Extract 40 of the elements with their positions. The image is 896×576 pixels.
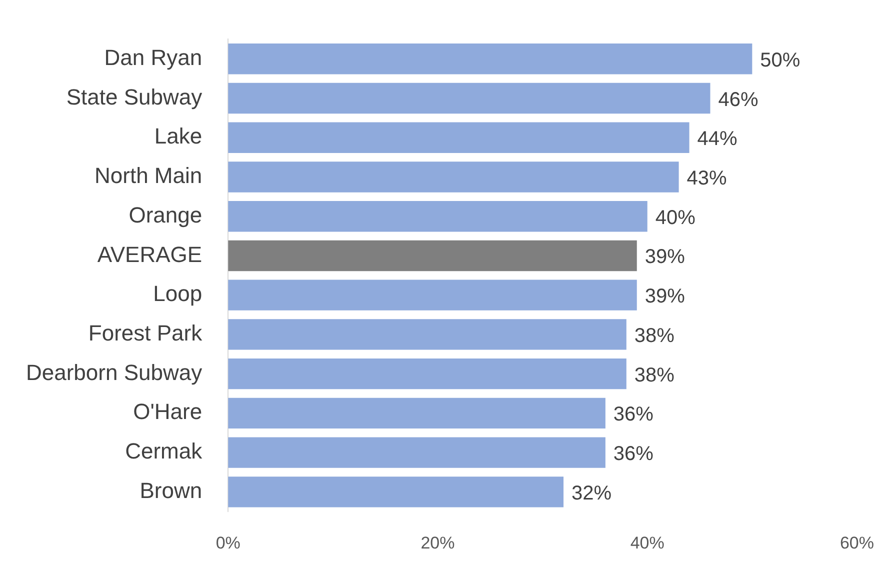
y-tick-label: Loop <box>153 281 202 306</box>
y-tick-label: AVERAGE <box>97 242 202 267</box>
data-label: 40% <box>655 206 696 229</box>
data-label: 36% <box>613 404 654 426</box>
data-label: 50% <box>760 49 800 72</box>
y-tick-label: State Subway <box>66 84 202 110</box>
data-label: 39% <box>644 246 686 268</box>
bar <box>228 122 690 153</box>
y-tick-label: Brown <box>140 478 202 503</box>
bar <box>228 358 626 390</box>
data-label: 44% <box>697 128 738 150</box>
bar <box>228 200 648 232</box>
data-label: 32% <box>572 482 612 504</box>
bar <box>228 162 679 192</box>
y-tick-label: Cermak <box>125 438 204 464</box>
data-label: 46% <box>718 88 758 111</box>
data-label: 38% <box>634 324 675 347</box>
y-tick-label: Lake <box>154 124 202 149</box>
x-tick-label: 60% <box>840 533 874 552</box>
data-label: 39% <box>644 286 686 308</box>
bar <box>228 319 626 350</box>
x-tick-label: 40% <box>630 533 664 552</box>
data-label: 36% <box>613 443 654 466</box>
y-tick-label: O'Hare <box>133 399 202 424</box>
bar <box>228 437 606 468</box>
data-label: 38% <box>634 364 675 386</box>
y-tick-label: Forest Park <box>88 320 204 346</box>
bar <box>228 398 606 429</box>
bar <box>228 476 564 508</box>
x-tick-label: 20% <box>420 533 455 552</box>
y-tick-label: North Main <box>94 163 202 188</box>
bar <box>228 280 637 310</box>
y-tick-label: Dearborn Subway <box>26 360 202 385</box>
bar <box>228 82 710 114</box>
data-label: 43% <box>686 168 728 190</box>
bar <box>228 44 752 74</box>
x-tick-label: 0% <box>216 533 240 552</box>
y-tick-label: Dan Ryan <box>104 44 202 70</box>
bar <box>228 240 637 272</box>
y-tick-label: Orange <box>128 202 202 228</box>
